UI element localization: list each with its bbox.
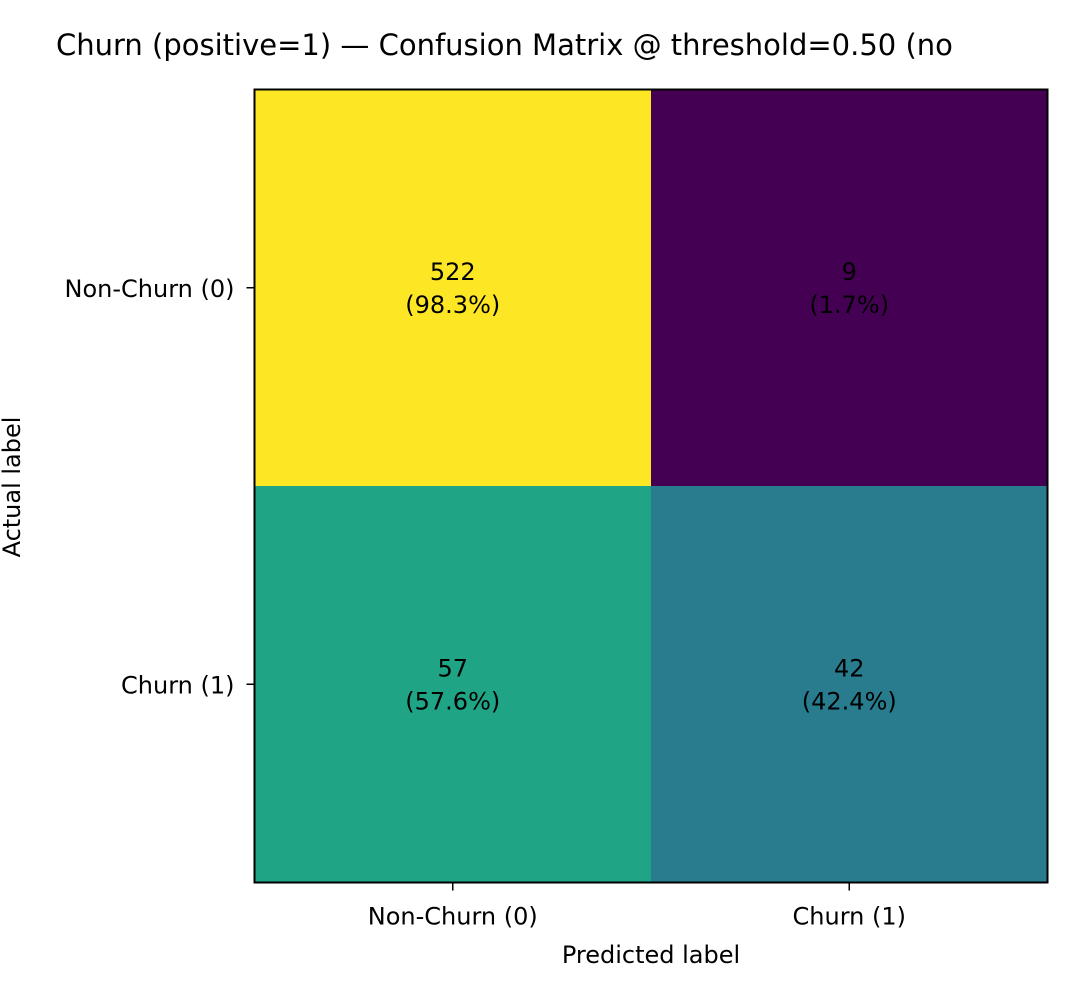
y-axis-ticks: Non-Churn (0) Churn (1) [65, 275, 255, 699]
y-axis-label: Actual label [0, 417, 26, 558]
plot-frame [253, 88, 1049, 884]
chart-title: Churn (positive=1) — Confusion Matrix @ … [56, 28, 953, 62]
cell-percent-r1-c1: (42.4%) [802, 687, 897, 715]
cell-r0-c1 [651, 89, 1048, 486]
cell-percent-r1-c0: (57.6%) [405, 687, 500, 715]
cell-labels: 522 (98.3%) 9 (1.7%) 57 (57.6%) 42 (42.4%) [405, 258, 896, 716]
cell-r1-c0 [254, 486, 651, 883]
x-axis-label: Predicted label [562, 941, 740, 969]
cell-percent-r0-c1: (1.7%) [809, 291, 889, 319]
cell-count-r0-c1: 9 [842, 258, 857, 286]
x-tick-label: Churn (1) [793, 903, 906, 931]
cell-percent-r0-c0: (98.3%) [405, 291, 500, 319]
cell-count-r1-c1: 42 [834, 654, 865, 682]
cell-count-r0-c0: 522 [430, 258, 476, 286]
heatmap-cells [254, 89, 1048, 883]
x-axis-ticks: Non-Churn (0) Churn (1) [368, 882, 906, 931]
cell-r0-c0 [254, 89, 651, 486]
x-tick-label: Non-Churn (0) [368, 903, 538, 931]
y-tick-label: Churn (1) [121, 671, 234, 699]
cell-r1-c1 [651, 486, 1048, 883]
cell-count-r1-c0: 57 [437, 654, 468, 682]
y-tick-label: Non-Churn (0) [65, 275, 235, 303]
